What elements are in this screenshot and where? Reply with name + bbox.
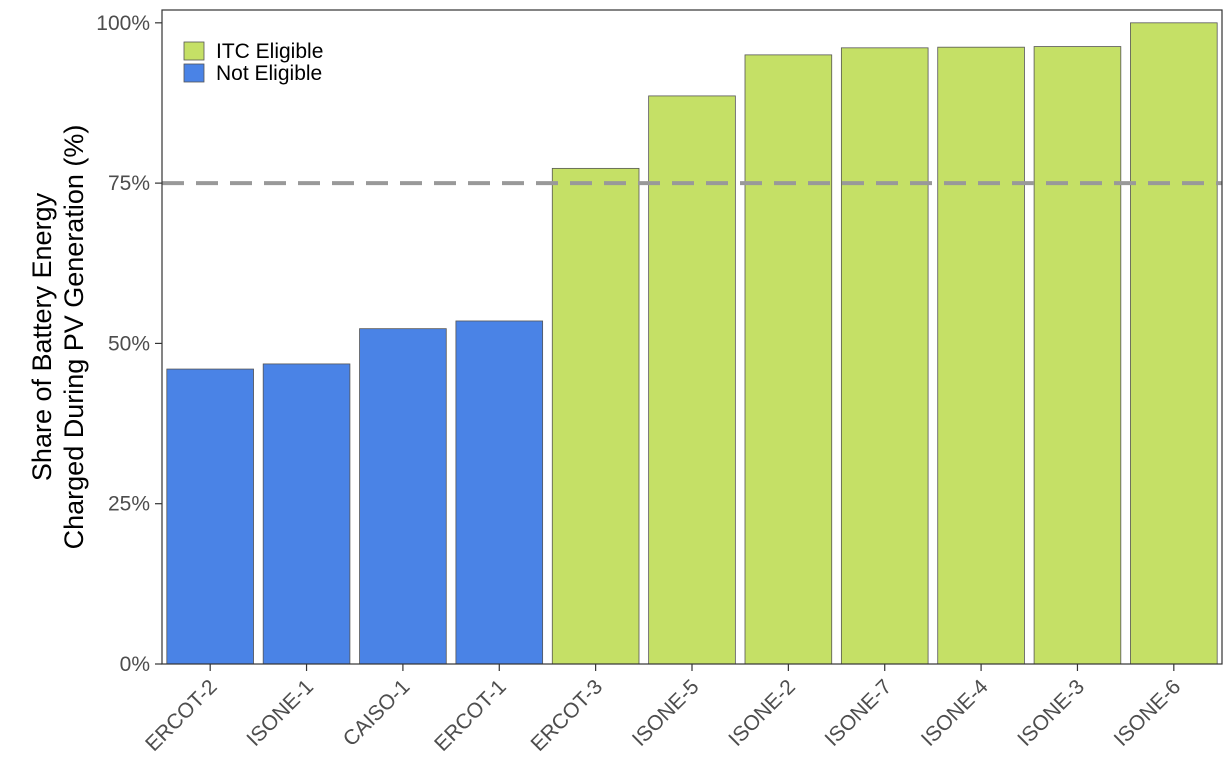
bar-ercot-2 <box>166 368 254 665</box>
y-axis-title: Share of Battery EnergyCharged During PV… <box>27 125 89 550</box>
legend-label: Not Eligible <box>216 62 322 85</box>
legend-label: ITC Eligible <box>216 40 323 63</box>
x-tick-label: ISONE-6 <box>1110 675 1186 751</box>
bar-isone-4 <box>937 46 1025 665</box>
x-tick-label: ERCOT-2 <box>141 675 222 756</box>
bar-caiso-1 <box>359 328 447 665</box>
y-axis-ticks: 0% 25% 50% 75% 100% <box>96 12 162 676</box>
y-tick-label: 50% <box>108 332 150 355</box>
legend-key <box>183 41 205 61</box>
x-tick-label: ISONE-2 <box>724 675 800 751</box>
x-tick-label: ISONE-3 <box>1013 675 1089 751</box>
bar-isone-7 <box>840 47 929 665</box>
x-tick-label: ISONE-4 <box>917 675 993 751</box>
x-tick-label: ISONE-5 <box>628 675 704 751</box>
bar-ercot-1 <box>455 320 544 665</box>
x-tick-label: CAISO-1 <box>339 675 415 751</box>
y-tick-label: 0% <box>120 653 150 676</box>
bars <box>166 22 1218 665</box>
y-tick-label: 100% <box>96 12 150 35</box>
bar-ercot-3 <box>551 167 640 665</box>
y-tick-label: 75% <box>108 172 150 195</box>
y-tick-label: 25% <box>108 493 150 516</box>
legend-key <box>183 63 205 83</box>
bar-isone-5 <box>648 95 736 665</box>
x-tick-label: ISONE-7 <box>821 675 897 751</box>
y-axis-title-text: Share of Battery EnergyCharged During PV… <box>27 125 89 550</box>
y-axis-title-line: Share of Battery Energy <box>27 192 57 481</box>
plot-panel-border <box>161 9 1223 665</box>
x-tick-label: ERCOT-1 <box>430 675 511 756</box>
x-tick-label: ISONE-1 <box>242 675 318 751</box>
x-axis-ticks: ERCOT-2 ISONE-1 CAISO-1 ERCOT-1 ERCOT-3 ISONE… <box>141 664 1185 756</box>
y-axis-title-line: Charged During PV Generation (%) <box>59 125 89 550</box>
bar-isone-6 <box>1130 22 1218 665</box>
bar-isone-3 <box>1033 46 1122 665</box>
bar-isone-1 <box>262 363 351 665</box>
x-tick-label: ERCOT-3 <box>527 675 608 756</box>
bar-isone-2 <box>744 54 833 665</box>
